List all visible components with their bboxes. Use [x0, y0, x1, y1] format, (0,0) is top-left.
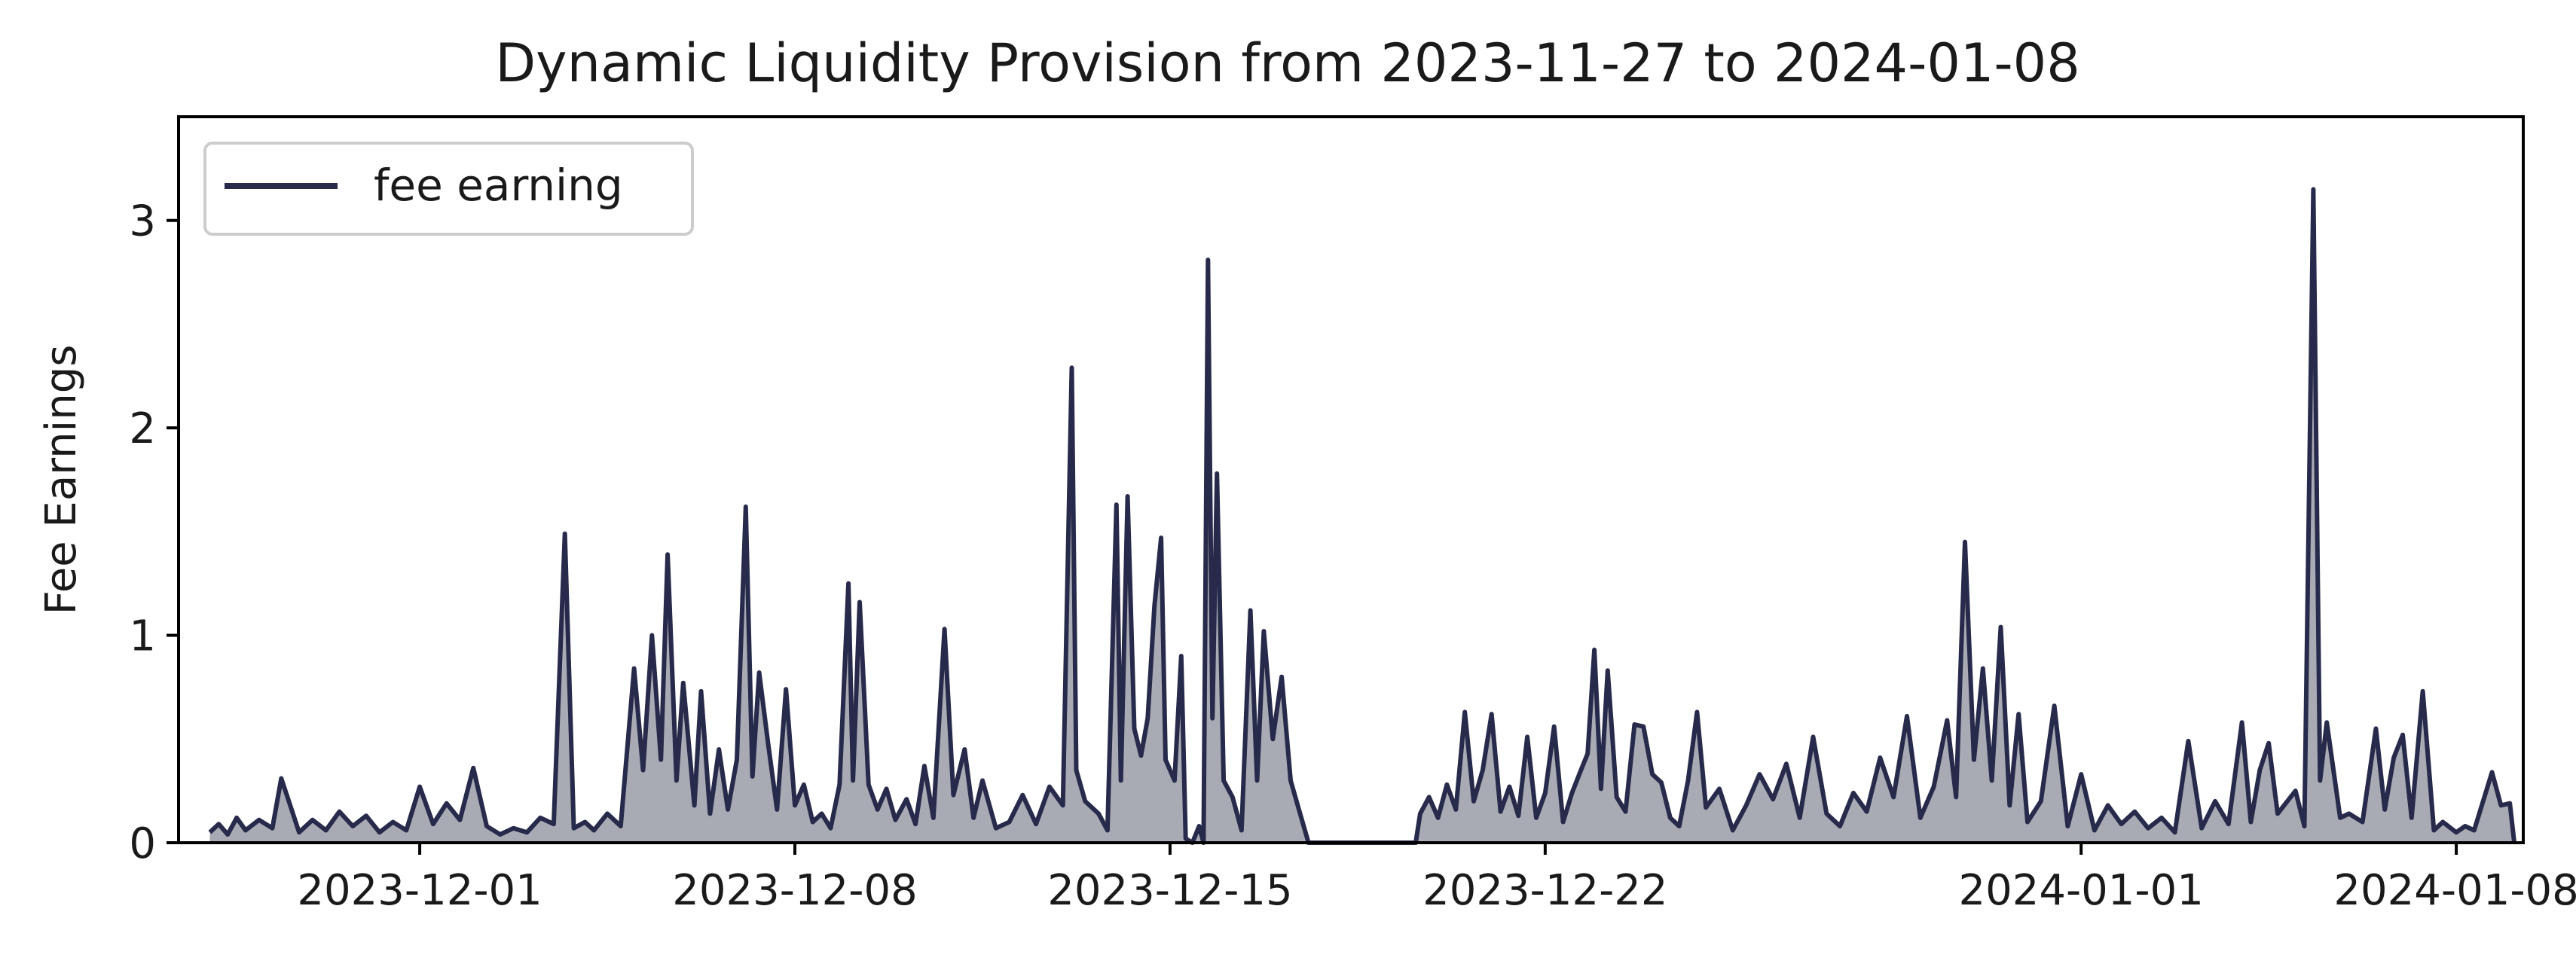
plot-frame	[177, 115, 2525, 844]
legend-box	[203, 142, 694, 236]
x-tick-label: 2024-01-01	[1958, 866, 2203, 915]
x-tick-label: 2024-01-08	[2333, 866, 2576, 915]
y-tick-label: 3	[129, 197, 156, 246]
y-tick-label: 0	[129, 819, 156, 868]
legend: fee earning	[203, 142, 694, 236]
y-tick-label: 2	[129, 404, 156, 453]
y-tick-label: 1	[129, 612, 156, 661]
y-axis-label: Fee Earnings	[37, 345, 86, 615]
x-tick-label: 2023-12-15	[1047, 866, 1292, 915]
series-line-0	[208, 187, 2517, 845]
x-axis: 2023-12-01 2023-12-08 2023-12-15 2023-12-22…	[297, 843, 2576, 915]
x-tick-label: 2023-12-22	[1422, 866, 1667, 915]
y-axis: 0 1 2 3	[129, 197, 179, 868]
x-tick-label: 2023-12-08	[672, 866, 917, 915]
legend-label: fee earning	[374, 160, 623, 211]
chart-title: Dynamic Liquidity Provision from 2023-11…	[495, 32, 2080, 94]
plot-area	[208, 187, 2517, 845]
x-tick-label: 2023-12-01	[297, 866, 542, 915]
